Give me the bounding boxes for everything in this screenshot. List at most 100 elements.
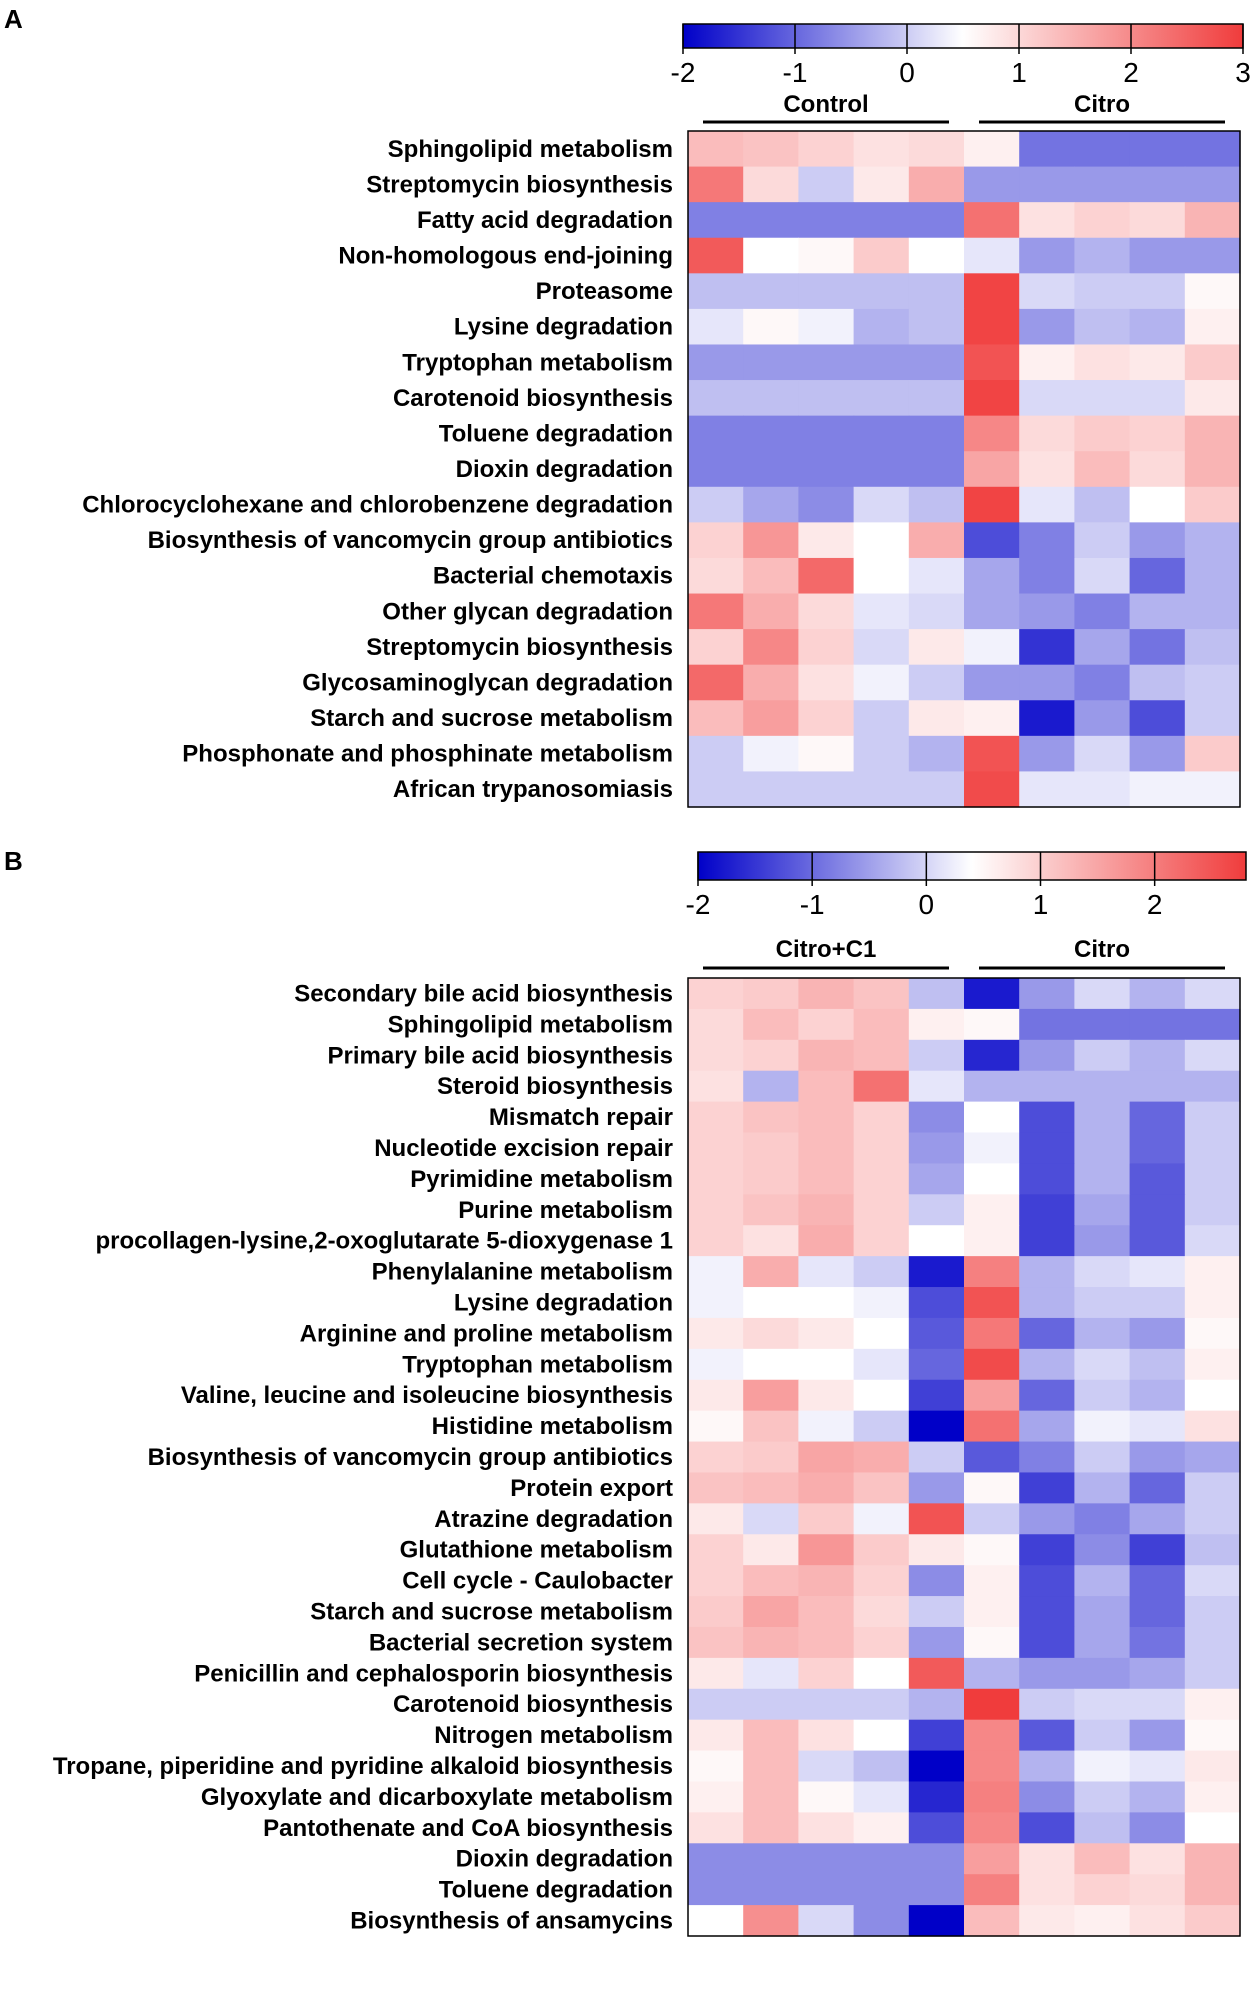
- heatmap-cell: [964, 664, 1020, 701]
- heatmap-cell: [688, 451, 744, 488]
- heatmap-cell: [1019, 522, 1075, 559]
- heatmap-cell: [853, 1472, 910, 1504]
- heatmap-cell: [1074, 1905, 1131, 1937]
- row-label: Steroid biosynthesis: [437, 1073, 673, 1100]
- row-label: Glyoxylate and dicarboxylate metabolism: [201, 1784, 673, 1811]
- heatmap-cell: [688, 1070, 744, 1103]
- heatmap-cell: [1074, 1750, 1131, 1783]
- heatmap-cell: [1184, 735, 1241, 773]
- group-label: Citro: [1074, 936, 1130, 963]
- heatmap-cell: [1184, 131, 1241, 168]
- row-label: Mismatch repair: [489, 1104, 673, 1131]
- heatmap-cell: [688, 131, 744, 168]
- heatmap-cell: [743, 451, 799, 488]
- row-label: Dioxin degradation: [456, 1846, 673, 1873]
- heatmap-cell: [964, 1534, 1020, 1566]
- heatmap-cell: [798, 1287, 855, 1319]
- heatmap-cell: [853, 237, 910, 274]
- heatmap-cell: [1074, 1039, 1131, 1072]
- heatmap-cell: [1074, 1626, 1131, 1659]
- heatmap-cell: [908, 1225, 965, 1257]
- heatmap-cell: [798, 1163, 855, 1195]
- heatmap-cell: [908, 344, 965, 381]
- heatmap-cell: [798, 1534, 855, 1566]
- heatmap-cell: [853, 308, 910, 346]
- heatmap-cell: [1019, 1750, 1075, 1783]
- heatmap-cell: [798, 522, 855, 559]
- row-label: Biosynthesis of vancomycin group antibio…: [148, 1444, 673, 1471]
- heatmap-cell: [1184, 308, 1241, 346]
- heatmap-cell: [1184, 415, 1241, 452]
- heatmap-cell: [1019, 1688, 1075, 1721]
- heatmap-cell: [853, 1194, 910, 1226]
- heatmap-cell: [1184, 1719, 1241, 1752]
- heatmap-cell: [964, 771, 1020, 808]
- heatmap-cell: [1129, 415, 1186, 452]
- heatmap-cell: [1129, 237, 1186, 274]
- colorbar-tick-label: -2: [671, 57, 696, 88]
- heatmap-cell: [688, 1163, 744, 1195]
- heatmap-cell: [853, 1441, 910, 1474]
- heatmap-cell: [853, 1348, 910, 1381]
- panel-a-letter: A: [4, 4, 23, 34]
- heatmap-cell: [743, 1626, 799, 1659]
- row-label: Purine metabolism: [458, 1197, 673, 1224]
- heatmap-cell: [853, 1256, 910, 1288]
- heatmap-cell: [964, 1472, 1020, 1504]
- row-label: Biosynthesis of ansamycins: [350, 1908, 673, 1935]
- heatmap-cell: [964, 1719, 1020, 1752]
- heatmap-cell: [1184, 1657, 1241, 1690]
- colorbar-tick-label: 1: [1011, 57, 1027, 88]
- heatmap-cell: [964, 557, 1020, 595]
- heatmap-cell: [743, 1596, 799, 1628]
- heatmap-cell: [1074, 415, 1131, 452]
- panel-a-cells: [687, 130, 1241, 808]
- heatmap-cell: [1019, 273, 1075, 310]
- heatmap-cell: [798, 166, 855, 203]
- heatmap-cell: [853, 380, 910, 417]
- heatmap-cell: [798, 1626, 855, 1659]
- heatmap-cell: [853, 1719, 910, 1752]
- heatmap-cell: [743, 1905, 799, 1937]
- heatmap-cell: [964, 1225, 1020, 1257]
- row-label: Penicillin and cephalosporin biosynthesi…: [194, 1660, 673, 1687]
- heatmap-cell: [798, 1657, 855, 1690]
- heatmap-cell: [1184, 771, 1241, 808]
- heatmap-cell: [1074, 451, 1131, 488]
- heatmap-cell: [908, 1843, 965, 1875]
- row-label: African trypanosomiasis: [393, 776, 673, 803]
- heatmap-cell: [1074, 522, 1131, 559]
- panel-a-colorbar: -2 -1 0 1 2 3: [671, 23, 1251, 88]
- row-label: Cell cycle - Caulobacter: [402, 1568, 673, 1595]
- heatmap-cell: [743, 557, 799, 595]
- heatmap-cell: [798, 1101, 855, 1134]
- heatmap-cell: [743, 522, 799, 559]
- heatmap-cell: [964, 1874, 1020, 1906]
- colorbar-gradient: [682, 23, 1244, 49]
- heatmap-cell: [1019, 1039, 1075, 1072]
- heatmap-cell: [743, 273, 799, 310]
- heatmap-cell: [908, 664, 965, 701]
- heatmap-cell: [908, 1256, 965, 1288]
- heatmap-cell: [798, 593, 855, 630]
- heatmap-cell: [853, 1812, 910, 1844]
- heatmap-cell: [908, 1565, 965, 1597]
- heatmap-cell: [743, 1070, 799, 1103]
- heatmap-cell: [743, 1008, 799, 1041]
- row-label: Starch and sucrose metabolism: [310, 1599, 673, 1626]
- heatmap-cell: [853, 735, 910, 773]
- heatmap-cell: [908, 1812, 965, 1844]
- heatmap-cell: [1129, 131, 1186, 168]
- heatmap-cell: [964, 486, 1020, 523]
- heatmap-cell: [798, 1688, 855, 1721]
- heatmap-border: [687, 130, 1241, 808]
- heatmap-cell: [743, 1472, 799, 1504]
- heatmap-cell: [1074, 771, 1131, 808]
- heatmap-cell: [1129, 1410, 1186, 1443]
- panel-a-row-labels: Sphingolipid metabolism Streptomycin bios…: [82, 136, 673, 803]
- heatmap-cell: [1129, 1163, 1186, 1195]
- heatmap-cell: [853, 131, 910, 168]
- heatmap-cell: [798, 1472, 855, 1504]
- heatmap-cell: [1074, 1379, 1131, 1412]
